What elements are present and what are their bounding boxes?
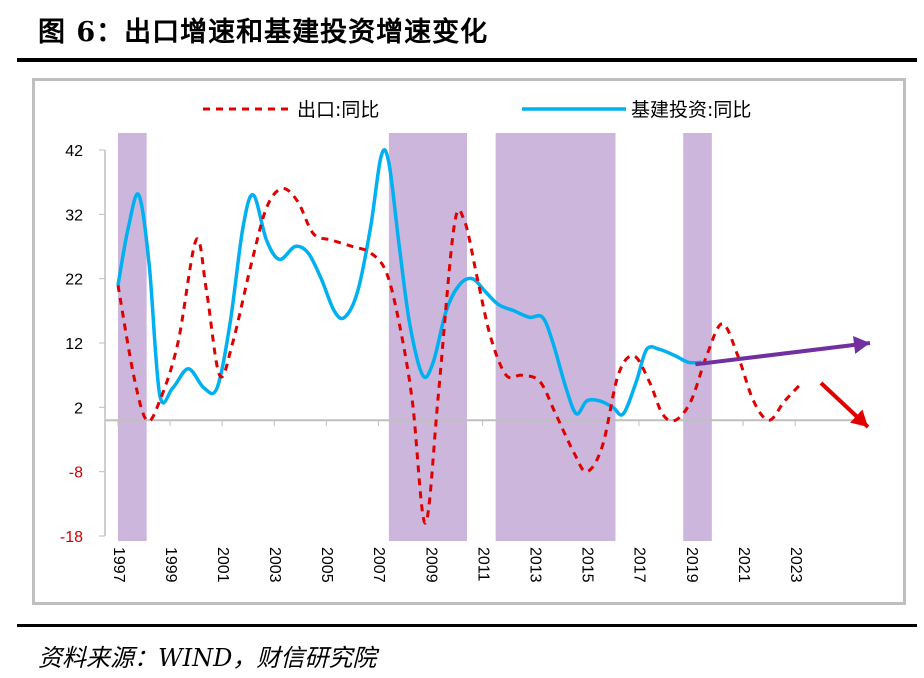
- x-tick-label: 2017: [631, 547, 648, 583]
- x-tick-label: 2019: [683, 547, 700, 583]
- shaded-band-4: [683, 133, 712, 541]
- x-tick-label: 2003: [266, 547, 283, 583]
- top-rule: [17, 58, 917, 62]
- arrow-exports-down-head: [850, 409, 868, 427]
- source-note: 资料来源：WIND，财信研究院: [38, 644, 377, 672]
- x-tick-label: 1999: [162, 547, 179, 583]
- x-tick-label: 2015: [579, 547, 596, 583]
- series-line-exports: [116, 187, 805, 525]
- x-tick-label: 2023: [787, 547, 804, 583]
- y-tick-label: 2: [74, 400, 83, 417]
- x-tick-label: 2013: [526, 547, 543, 583]
- legend-label-infra: 基建投资:同比: [631, 99, 751, 121]
- x-tick-label: 1997: [110, 547, 127, 583]
- chart-frame: 42 32 22 12 2 -8 -18 1997 1999 2001 2003 2005 2007 20…: [32, 78, 906, 605]
- x-tick-label: 2011: [474, 547, 491, 582]
- arrow-infra-up-head: [853, 336, 870, 354]
- legend-label-exports: 出口:同比: [297, 99, 379, 121]
- arrow-exports-down: [819, 381, 870, 429]
- bottom-rule: [17, 624, 917, 627]
- y-tick-label: 12: [65, 336, 83, 353]
- x-tick-label: 2009: [422, 547, 439, 583]
- series-line-infra: [116, 148, 702, 417]
- legend: 出口:同比 基建投资:同比: [203, 99, 751, 121]
- x-tick-label: 2021: [735, 547, 752, 583]
- chart-svg: 42 32 22 12 2 -8 -18 1997 1999 2001 2003 2005 2007 20…: [60, 99, 871, 583]
- y-tick-label: -8: [69, 465, 83, 482]
- y-tick-label: 42: [65, 143, 83, 160]
- arrow-infra-up-shaft: [695, 341, 871, 367]
- y-tick-label: -18: [60, 529, 83, 546]
- arrow-infra-up: [695, 336, 871, 367]
- x-tick-label: 2001: [214, 547, 231, 583]
- x-tick-label: 2007: [370, 547, 387, 583]
- shaded-band-1: [118, 133, 147, 541]
- shaded-band-3: [495, 133, 616, 541]
- figure-title: 图 6：出口增速和基建投资增速变化: [38, 17, 489, 48]
- x-tick-label: 2005: [318, 547, 335, 583]
- y-tick-label: 32: [65, 207, 83, 224]
- y-tick-label: 22: [65, 272, 83, 289]
